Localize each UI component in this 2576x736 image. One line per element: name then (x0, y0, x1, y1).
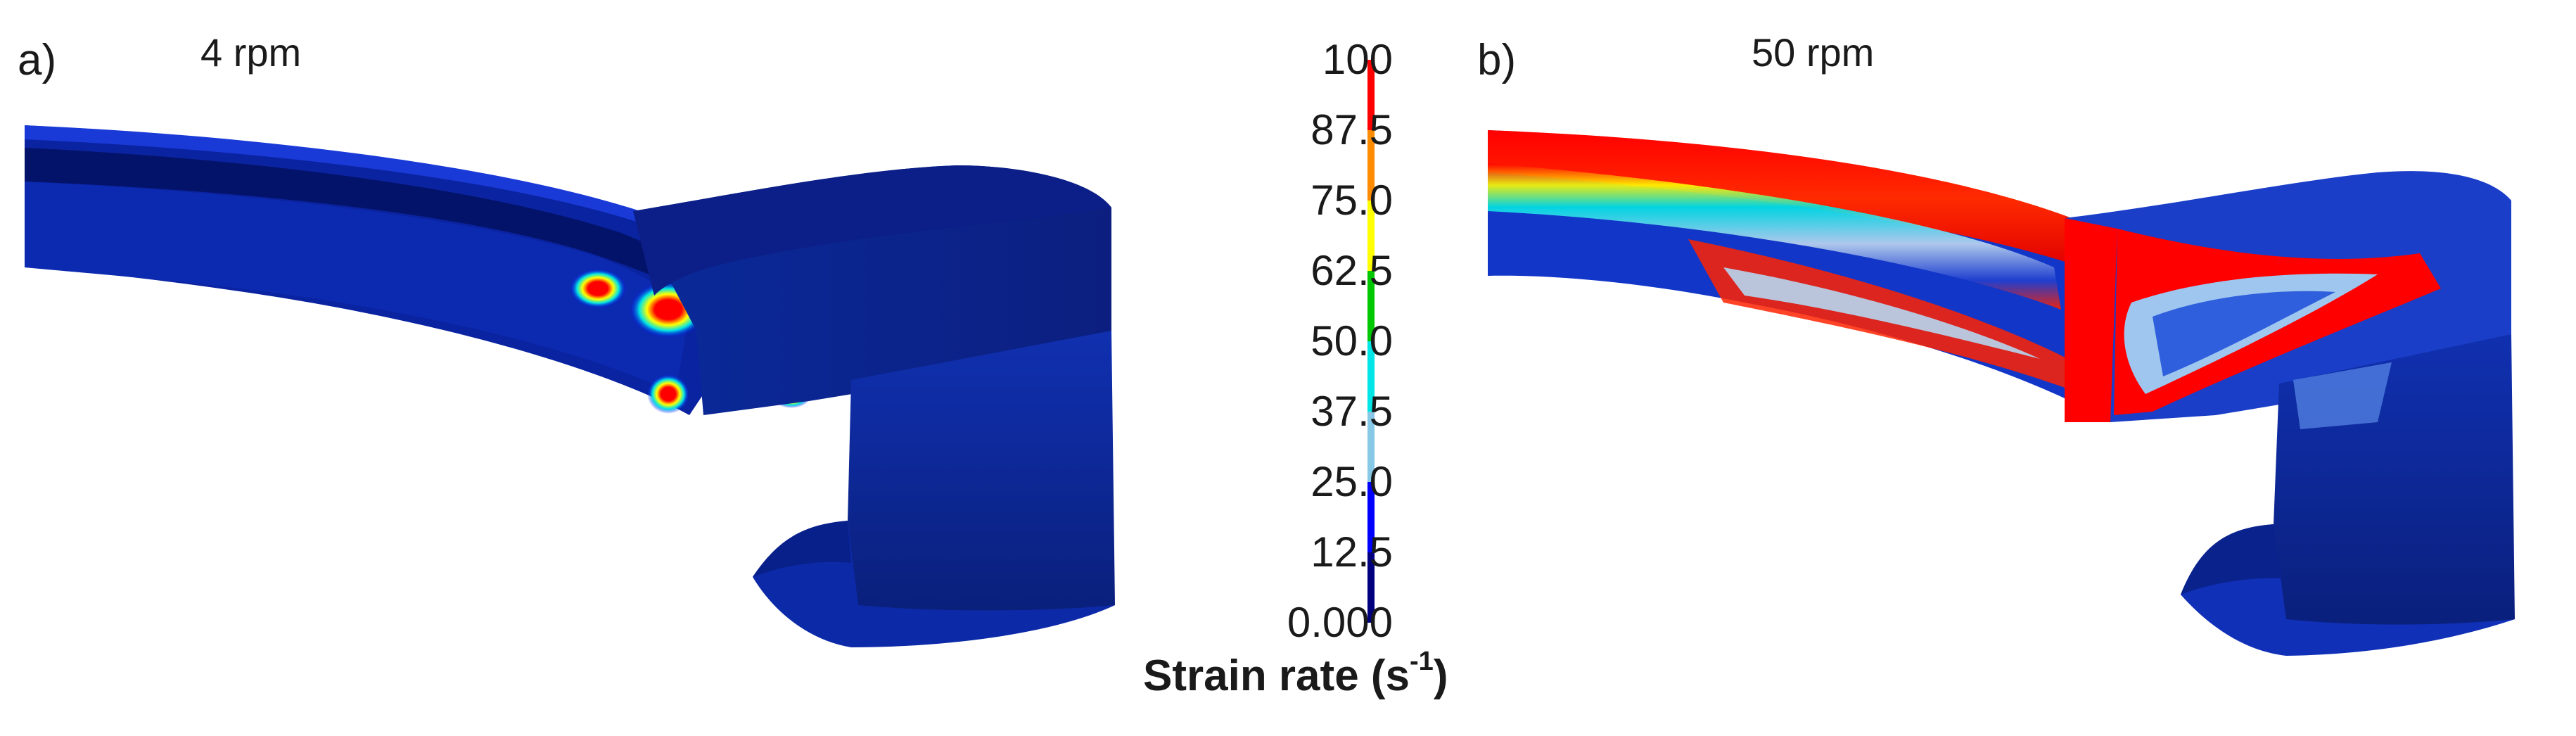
colorbar-segment-4 (1367, 271, 1375, 341)
colorbar-title-close: ) (1433, 652, 1448, 700)
colorbar-title-main: Strain rate (s (1143, 652, 1410, 700)
panel-b-model (1488, 130, 2515, 656)
panel-a-inner-face (25, 182, 689, 394)
colorbar-segment-8 (1367, 552, 1375, 623)
colorbar-title-sup: -1 (1410, 647, 1434, 676)
colorbar-title: Strain rate (s-1) (1143, 647, 1448, 701)
colorbar-segment-3 (1367, 201, 1375, 271)
colorbar-segment-1 (1367, 60, 1375, 130)
colorbar-tick-100: 100 (1322, 36, 1393, 83)
panel-a-arm-rim (25, 125, 640, 222)
panel-b-cool-band (1488, 163, 2061, 310)
panel-a-hotspot-2 (570, 269, 626, 308)
colorbar (1367, 60, 1375, 623)
colorbar-tick-87-5: 87.5 (1311, 106, 1393, 153)
panel-b-label: b) (1477, 36, 1517, 84)
colorbar-segment-6 (1367, 412, 1375, 482)
panel-b-head-inner (2153, 291, 2335, 376)
panel-a-speed: 4 rpm (200, 30, 302, 75)
colorbar-tick-0: 0.000 (1287, 599, 1393, 646)
colorbar-tick-62-5: 62.5 (1311, 247, 1393, 294)
panel-a-model (25, 125, 1115, 647)
panel-a-label: a) (18, 36, 57, 84)
panel-b-head-front-red (2065, 218, 2117, 422)
panel-a-column (848, 331, 1115, 622)
panel-a-foot-top (753, 521, 851, 577)
panel-b-foot-top (2181, 524, 2283, 595)
panel-b-column-highlight (2293, 362, 2392, 429)
panel-a-groove (25, 148, 705, 303)
panel-a-head-top-face (633, 165, 1111, 296)
colorbar-segment-5 (1367, 341, 1375, 412)
colorbar-tick-25: 25.0 (1311, 458, 1393, 505)
colorbar-tick-75: 75.0 (1311, 177, 1393, 224)
colorbar-segment-2 (1367, 130, 1375, 201)
panel-a-hotspot-3 (647, 374, 689, 414)
colorbar-tick-12-5: 12.5 (1311, 528, 1393, 576)
panel-b-speed: 50 rpm (1752, 30, 1875, 75)
panel-b-arm-top-red (1488, 130, 2103, 267)
panel-b-lower-band-cool (1723, 267, 2040, 359)
colorbar-tick-37-5: 37.5 (1311, 388, 1393, 435)
colorbar-tick-50: 50.0 (1311, 317, 1393, 364)
colorbar-segment-7 (1367, 482, 1375, 552)
